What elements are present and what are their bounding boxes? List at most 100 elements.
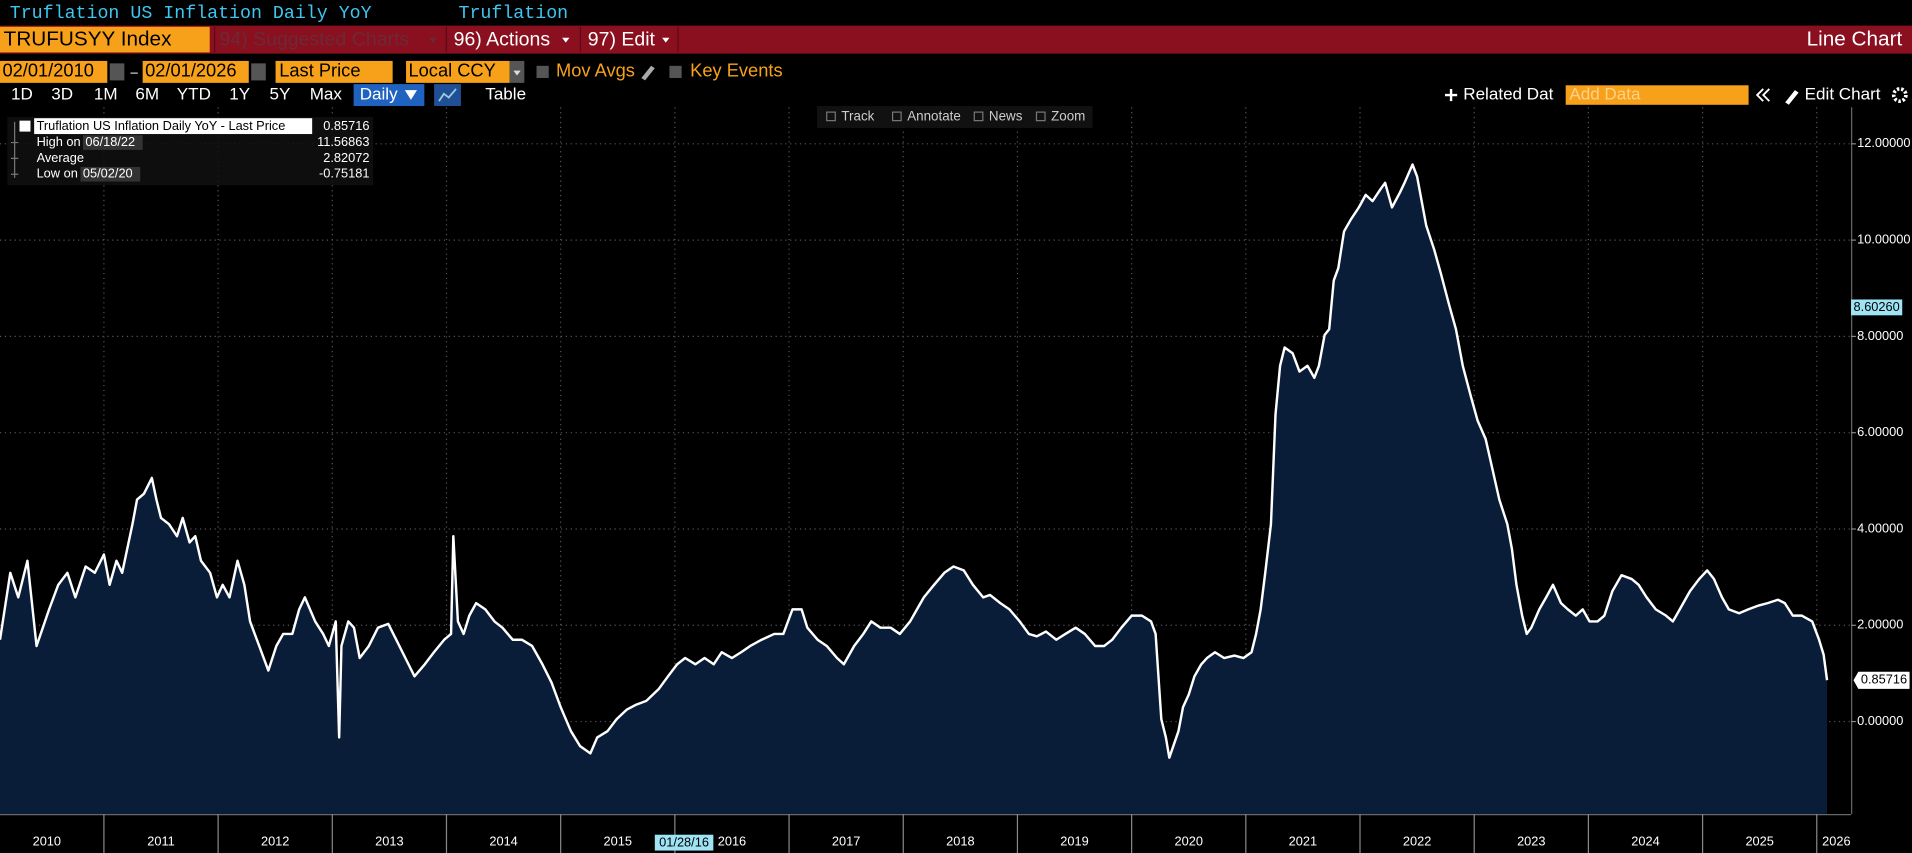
chart-tool[interactable]: News — [989, 109, 1023, 124]
last-value-tag — [1853, 671, 1910, 689]
marks — [0, 163, 1829, 815]
pencil-icon — [1785, 90, 1799, 105]
table-button[interactable]: Table — [485, 85, 526, 104]
chart-icon — [438, 88, 457, 102]
x-tick-label: 2024 — [1631, 833, 1659, 848]
dropdown-arrow — [404, 90, 418, 100]
start-date-box[interactable] — [0, 60, 108, 83]
currency[interactable]: Local CCY — [408, 60, 495, 81]
period-button[interactable]: Max — [310, 85, 343, 104]
period-button[interactable]: YTD — [177, 85, 211, 104]
y-tick-label: 10.00000 — [1857, 231, 1910, 246]
plus-icon — [1444, 88, 1458, 102]
legend-date-highlight — [82, 135, 143, 150]
key-events[interactable]: Key Events — [690, 60, 782, 81]
chart-tool[interactable]: Zoom — [1051, 109, 1085, 124]
calendar-icon[interactable] — [109, 63, 125, 81]
x-tick-label: 2015 — [604, 833, 632, 848]
period-button[interactable]: 1D — [11, 85, 33, 104]
legend-series: Truflation US Inflation Daily YoY - Last… — [37, 118, 286, 133]
actions-menu[interactable]: 96) Actions — [454, 28, 551, 50]
mov-avgs-checkbox[interactable] — [536, 65, 549, 78]
line — [0, 163, 1829, 759]
y-tick-label: 6.00000 — [1857, 424, 1903, 439]
pencil-icon[interactable] — [641, 65, 655, 81]
period-button[interactable]: 1Y — [229, 85, 250, 104]
frequency[interactable]: Daily — [360, 85, 398, 104]
collapse-icon[interactable] — [1755, 88, 1770, 102]
y-tick-label: 2.00000 — [1857, 617, 1903, 632]
mov-avgs[interactable]: Mov Avgs — [556, 60, 635, 81]
x-tick-label: 2010 — [33, 833, 61, 848]
tool-icon — [826, 111, 836, 122]
legend-high-date: 06/18/22 — [85, 134, 135, 149]
legend-low-date: 05/02/20 — [83, 166, 133, 181]
legend-tree — [10, 121, 19, 178]
period-button[interactable]: 1M — [94, 85, 118, 104]
chart-icon-button[interactable] — [434, 84, 461, 107]
chart-tool[interactable]: Annotate — [907, 109, 961, 124]
cursor-value-label: 8.60260 — [1854, 299, 1900, 314]
legend-low-value: -0.75181 — [319, 166, 369, 181]
frequency-box[interactable] — [353, 84, 425, 107]
dropdown-arrow — [513, 70, 521, 76]
tool-icon — [891, 111, 902, 122]
dropdown-arrow — [562, 37, 570, 43]
window-title: Truflation US Inflation Daily YoY — [10, 4, 372, 24]
legend-high-value: 11.56863 — [317, 134, 369, 149]
y-tick-label: 4.00000 — [1857, 520, 1903, 535]
x-tick-label: 2023 — [1517, 833, 1545, 848]
cursor-value-box — [1851, 299, 1903, 316]
edit-chart[interactable]: Edit Chart — [1805, 85, 1881, 104]
period-button[interactable]: 5Y — [269, 85, 290, 104]
start-date[interactable]: 02/01/2010 — [2, 60, 93, 81]
command-bar — [0, 25, 1912, 54]
cursor-date: 01/28/16 — [659, 835, 709, 850]
field[interactable]: Last Price — [279, 60, 360, 81]
suggested-charts[interactable]: 94) Suggested Charts — [219, 28, 409, 50]
x-tick-label: 2018 — [946, 833, 974, 848]
x-tick-label: 2021 — [1289, 833, 1317, 848]
field-box[interactable] — [275, 60, 393, 83]
last-value-label: 0.85716 — [1861, 672, 1907, 687]
legend-date-highlight — [80, 166, 141, 182]
x-tick-label: 2020 — [1175, 833, 1203, 848]
add-data-box[interactable] — [1565, 85, 1749, 105]
x-tick-label: 2012 — [261, 833, 289, 848]
source: Truflation — [458, 4, 568, 24]
ticker[interactable]: TRUFUSYY Index — [4, 28, 172, 51]
tool-buttons: Track Annotate News Zoom — [826, 109, 1085, 124]
period-button[interactable]: 3D — [51, 85, 73, 104]
calendar-icon[interactable] — [251, 63, 266, 81]
edit-menu[interactable]: 97) Edit — [588, 28, 656, 50]
chart-tools — [816, 106, 1093, 128]
legend-low-label: Low on — [37, 166, 78, 181]
dropdown-arrow — [429, 37, 437, 43]
y-tick-label: 0.00000 — [1857, 713, 1903, 728]
cursor-date-box — [654, 834, 714, 851]
related-data[interactable]: Related Dat — [1463, 85, 1553, 104]
legend-series-highlight — [34, 118, 313, 135]
chart-type: Line Chart — [1807, 28, 1903, 51]
area — [0, 164, 1828, 815]
period-button[interactable]: 6M — [135, 85, 159, 104]
tool-icon — [1035, 111, 1046, 122]
x-tick-label: 2016 — [718, 833, 746, 848]
add-data[interactable]: Add Data — [1569, 85, 1641, 104]
legend-swatch — [19, 120, 31, 132]
end-date-box[interactable] — [142, 60, 249, 83]
legend-average-label: Average — [37, 150, 84, 165]
x-tick-label: 2026 — [1822, 833, 1850, 848]
currency-box[interactable] — [406, 60, 510, 83]
gear-icon[interactable] — [1891, 87, 1908, 103]
key-events-checkbox[interactable] — [669, 65, 682, 78]
chart-tool[interactable]: Track — [841, 109, 874, 124]
ticker-box[interactable] — [0, 26, 210, 53]
end-date[interactable]: 02/01/2026 — [145, 60, 236, 81]
x-tick-label: 2017 — [832, 833, 860, 848]
x-tick-label: 2025 — [1745, 833, 1773, 848]
x-tick-label: 2011 — [147, 833, 174, 848]
legend-high-label: High on — [37, 134, 81, 149]
